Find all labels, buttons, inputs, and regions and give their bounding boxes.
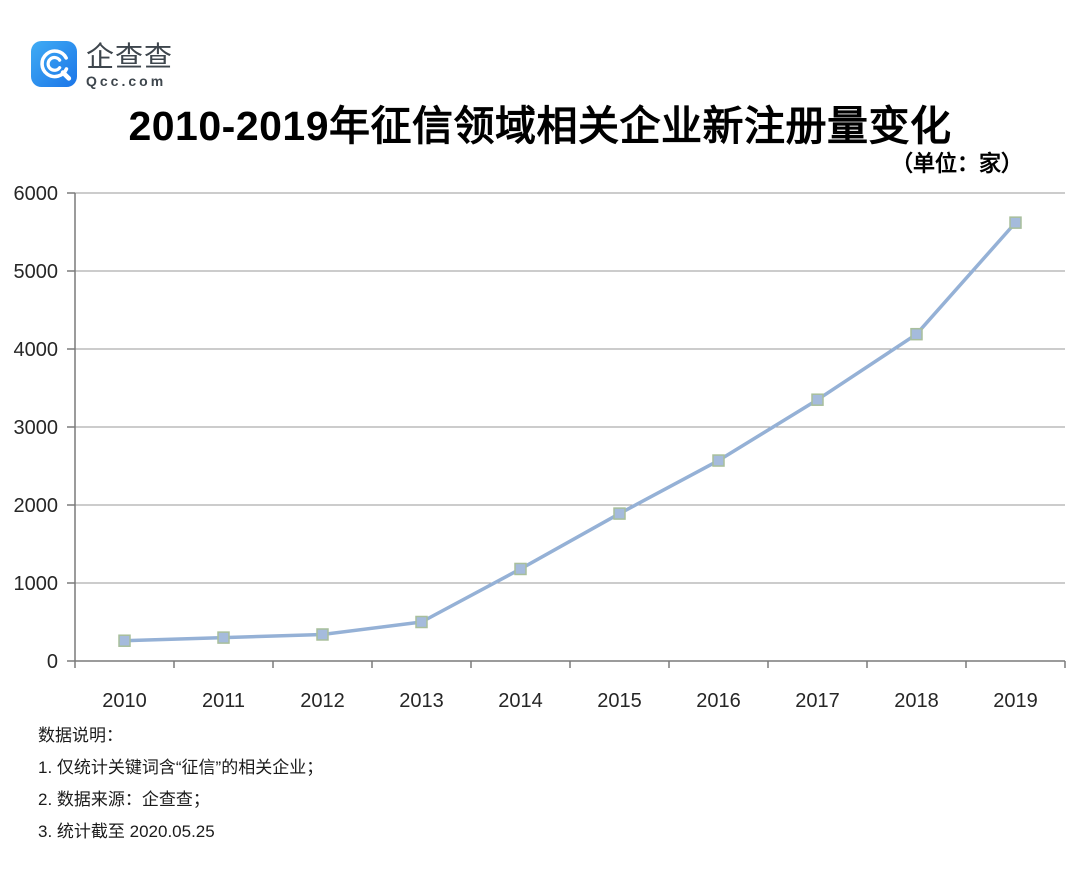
x-tick-label: 2016 — [696, 690, 741, 712]
qcc-logo: 企查查 Qcc.com — [31, 41, 173, 89]
logo-text: 企查查 Qcc.com — [86, 41, 173, 89]
data-notes: 数据说明： 1. 仅统计关键词含“征信”的相关企业； 2. 数据来源：企查查； … — [38, 726, 323, 854]
y-tick-label: 6000 — [14, 183, 59, 205]
notes-heading: 数据说明： — [38, 726, 123, 745]
data-point-2012 — [316, 628, 329, 641]
x-tick-label: 2019 — [993, 690, 1038, 712]
data-point-2014 — [514, 562, 527, 576]
data-point-2011 — [217, 631, 230, 644]
x-tick-label: 2013 — [399, 690, 444, 712]
brand-name: 企查查 — [86, 41, 174, 72]
series-line — [122, 220, 1018, 643]
note-item: 2. 数据来源：企查查； — [38, 790, 210, 809]
y-tick-label: 0 — [47, 651, 58, 673]
x-tick-label: 2010 — [102, 690, 147, 712]
x-tick-label: 2018 — [894, 690, 939, 712]
data-point-2016 — [712, 454, 725, 467]
chart-title: 2010-2019年征信领域相关企业新注册量变化 — [128, 103, 952, 149]
note-item: 3. 统计截至 2020.05.25 — [38, 822, 215, 841]
data-point-2017 — [811, 393, 824, 406]
x-tick-label: 2011 — [202, 690, 245, 712]
y-tick-label: 3000 — [14, 417, 59, 439]
note-item: 1. 仅统计关键词含“征信”的相关企业； — [38, 758, 324, 777]
x-tick-label: 2015 — [597, 690, 642, 712]
x-tick-label: 2012 — [300, 690, 345, 712]
data-point-2015 — [613, 507, 626, 520]
y-tick-label: 5000 — [14, 261, 59, 283]
line-chart: 0 1000 2000 3000 4000 5000 6000 2010 2011 2012 201… — [14, 183, 1066, 712]
x-tick-label: 2014 — [498, 690, 543, 712]
data-point-2019 — [1009, 216, 1022, 229]
y-tick-label: 4000 — [14, 339, 59, 361]
x-tick-label: 2017 — [795, 690, 840, 712]
data-point-2018 — [910, 327, 923, 341]
brand-domain: Qcc.com — [86, 73, 167, 89]
y-tick-label: 2000 — [14, 495, 59, 517]
y-tick-label: 1000 — [14, 573, 59, 595]
data-point-2013 — [415, 615, 428, 629]
data-point-2010 — [118, 634, 131, 647]
unit-label: （单位：家） — [890, 151, 1023, 176]
qcc-magnifier-icon — [31, 41, 77, 87]
